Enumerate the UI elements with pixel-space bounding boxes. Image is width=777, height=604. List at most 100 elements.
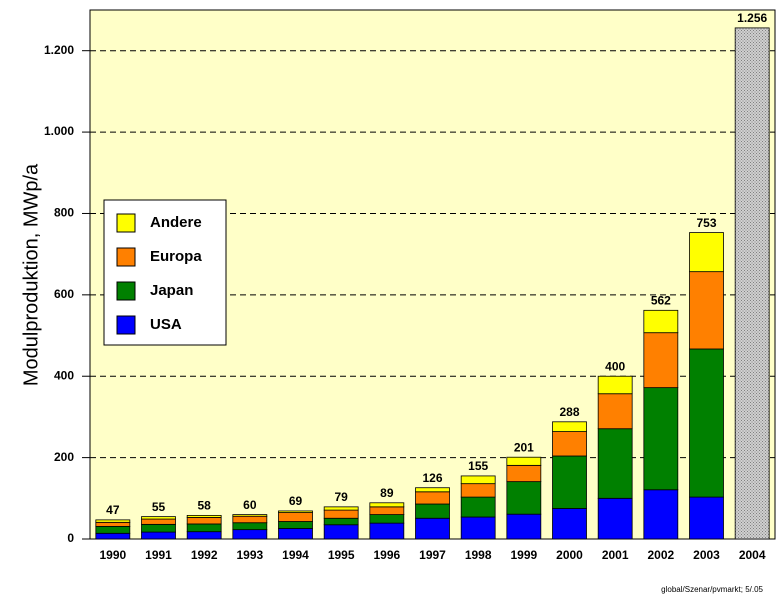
- bar-segment: [597, 497, 633, 540]
- y-tick-label: 400: [54, 368, 74, 382]
- total-label: 47: [106, 503, 120, 517]
- bar-segment: [460, 496, 496, 518]
- bar-segment: [232, 515, 268, 524]
- bar-segment: [278, 510, 313, 513]
- bar-segment: [232, 529, 268, 540]
- bar-segment: [643, 489, 679, 540]
- bar-segment: [415, 503, 450, 519]
- bar-segment: [186, 517, 222, 525]
- bar-segment: [95, 521, 131, 527]
- bar-segment: [689, 271, 724, 350]
- bar-segment: [186, 531, 222, 540]
- y-axis-label: Modulproduktion, MWp/a: [20, 163, 42, 386]
- bar-segment: [643, 332, 679, 389]
- total-label: 126: [422, 471, 442, 485]
- bar-segment: [552, 431, 587, 457]
- bar-segment: [369, 514, 405, 524]
- total-label: 562: [651, 293, 671, 307]
- total-label: 288: [559, 405, 579, 419]
- bar-segment: [552, 455, 587, 509]
- x-tick-label: 1999: [510, 548, 537, 562]
- x-tick-label: 2002: [647, 548, 674, 562]
- total-label: 89: [380, 486, 394, 500]
- bar-segment: [186, 523, 222, 533]
- bar-segment: [689, 496, 724, 540]
- y-tick-label: 1.200: [44, 43, 74, 57]
- bar-segment: [552, 508, 587, 540]
- bar-segment: [597, 375, 633, 395]
- bar-segment: [643, 387, 679, 491]
- total-label: 60: [243, 498, 257, 512]
- bar-segment: [95, 532, 131, 540]
- legend-swatch: [116, 247, 136, 267]
- bar-segment: [689, 232, 724, 273]
- bar-segment: [506, 464, 542, 483]
- y-tick-label: 200: [54, 450, 74, 464]
- x-tick-label: 1990: [99, 548, 126, 562]
- bar-segment: [415, 487, 450, 493]
- y-tick-label: 600: [54, 287, 74, 301]
- bar-segment: [323, 506, 359, 511]
- legend-label: Europa: [150, 248, 202, 265]
- bar-segment: [415, 517, 450, 540]
- bar-segment: [369, 502, 405, 508]
- bar-segment: [323, 509, 359, 519]
- bar-segment: [232, 522, 268, 531]
- total-label: 1.256: [737, 11, 767, 25]
- x-tick-label: 2004: [739, 548, 766, 562]
- x-tick-label: 1994: [282, 548, 309, 562]
- x-tick-label: 1998: [465, 548, 492, 562]
- total-label: 55: [152, 500, 166, 514]
- bar-segment: [506, 456, 542, 466]
- total-label: 201: [514, 440, 534, 454]
- bar-segment: [186, 514, 222, 518]
- x-tick-label: 2001: [602, 548, 629, 562]
- x-tick-label: 1991: [145, 548, 172, 562]
- bar-segment: [141, 518, 176, 525]
- y-tick-label: 800: [54, 206, 74, 220]
- legend-swatch: [116, 281, 136, 301]
- bar-segment: [597, 393, 633, 430]
- bar-segment: [506, 513, 542, 540]
- bar-segment: [141, 531, 176, 540]
- bar-segment: [141, 516, 176, 520]
- bar-segment: [460, 516, 496, 540]
- footnote: global/Szenar/pvmarkt; 5/.05: [661, 585, 763, 594]
- x-tick-label: 1993: [236, 548, 263, 562]
- bar-segment: [369, 506, 405, 515]
- total-label: 753: [696, 216, 716, 230]
- bar-segment: [323, 517, 359, 526]
- bar-segment: [689, 348, 724, 498]
- bar-segment: [278, 512, 313, 522]
- x-tick-label: 1996: [373, 548, 400, 562]
- bar-segment: [460, 475, 496, 485]
- x-tick-label: 1995: [328, 548, 355, 562]
- bar-segment: [95, 525, 131, 534]
- bar-segment: [141, 523, 176, 533]
- legend-swatch: [116, 315, 136, 335]
- legend-label: USA: [150, 316, 182, 333]
- legend-label: Andere: [150, 214, 202, 231]
- x-tick-label: 2003: [693, 548, 720, 562]
- legend-swatch: [116, 213, 136, 233]
- total-label: 58: [197, 499, 211, 513]
- total-bar: [734, 27, 770, 540]
- x-tick-label: 2000: [556, 548, 583, 562]
- x-tick-label: 1992: [191, 548, 218, 562]
- y-tick-label: 1.000: [44, 124, 74, 138]
- bar-segment: [460, 483, 496, 498]
- bar-segment: [278, 521, 313, 529]
- total-label: 155: [468, 459, 488, 473]
- bar-segment: [643, 309, 679, 334]
- total-label: 79: [334, 490, 348, 504]
- bar-segment: [95, 519, 131, 523]
- total-label: 400: [605, 359, 625, 373]
- bar-segment: [232, 514, 268, 517]
- bar-segment: [597, 428, 633, 499]
- total-label: 69: [289, 494, 303, 508]
- bar-segment: [369, 522, 405, 540]
- bar-segment: [506, 481, 542, 515]
- legend-label: Japan: [150, 282, 193, 299]
- bar-segment: [278, 528, 313, 540]
